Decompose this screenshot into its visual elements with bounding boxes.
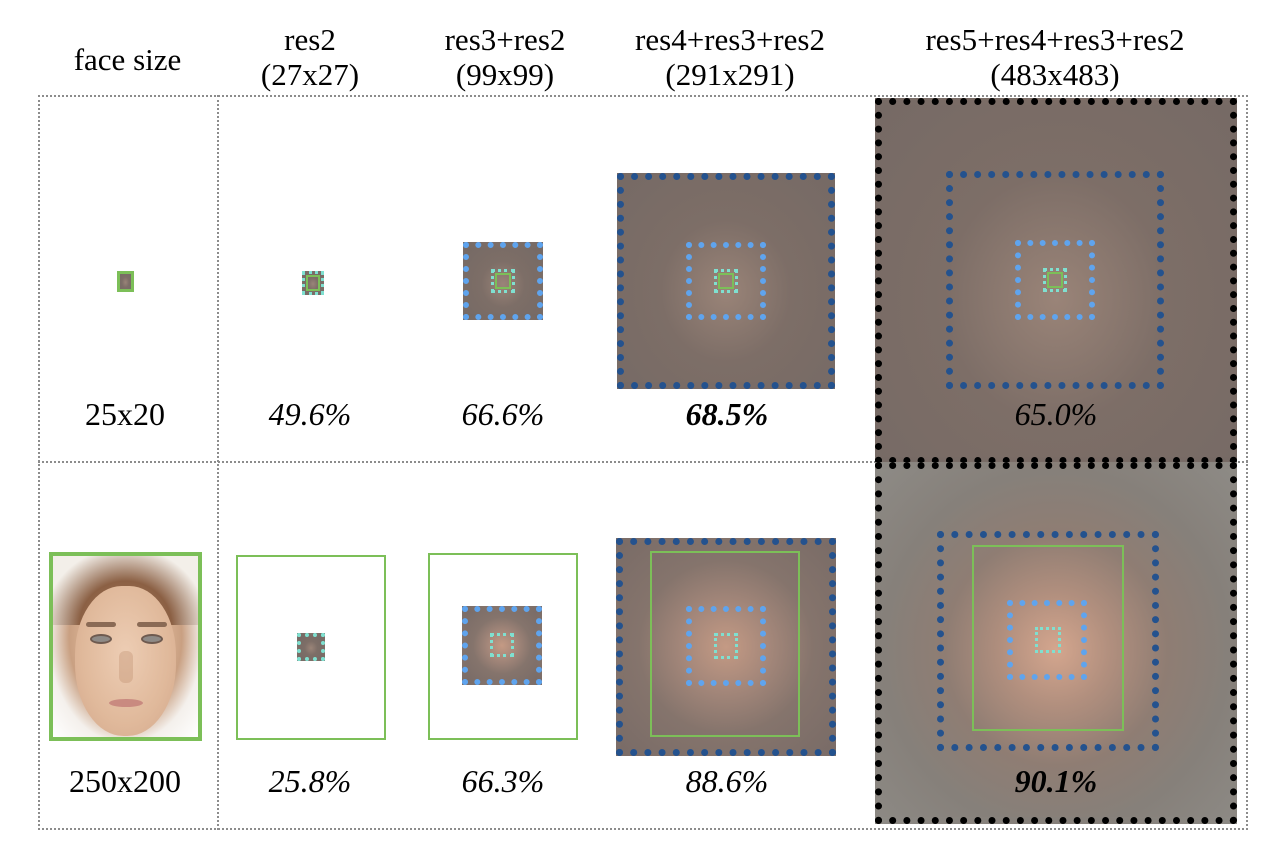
row1-res5-accuracy: 65.0% <box>1014 396 1098 432</box>
tiny-face-image <box>117 271 134 292</box>
face-image <box>49 552 202 741</box>
res2-receptive-field <box>490 633 514 657</box>
row1-face-size-label: 25x20 <box>85 396 165 432</box>
face-box <box>1047 272 1063 288</box>
header-res2-name: res2 <box>284 22 336 57</box>
res5-receptive-field <box>875 462 1237 824</box>
left-eyebrow <box>86 622 116 627</box>
res2-receptive-field <box>297 633 325 661</box>
row2-res2-accuracy: 25.8% <box>268 763 352 799</box>
row1-res3-accuracy: 66.6% <box>461 396 545 432</box>
grid-column-divider <box>217 95 219 830</box>
row2-res5-accuracy: 90.1% <box>1014 763 1098 799</box>
res4-receptive-field <box>946 171 1164 389</box>
row2-face-size-label: 250x200 <box>69 763 181 799</box>
res3-receptive-field <box>686 242 766 320</box>
res3-receptive-field <box>686 606 766 686</box>
row2-res4-accuracy: 88.6% <box>685 763 769 799</box>
header-res4-size: (291x291) <box>665 57 795 92</box>
header-res4-name: res4+res3+res2 <box>635 22 825 57</box>
face-box <box>428 553 578 740</box>
mouth <box>109 699 143 707</box>
header-res5: res5+res4+res3+res2 (483x483) <box>870 22 1240 92</box>
header-res5-size: (483x483) <box>990 57 1120 92</box>
header-res5-name: res5+res4+res3+res2 <box>925 22 1185 57</box>
face-box <box>236 555 386 740</box>
header-res2-size: (27x27) <box>260 57 360 92</box>
face-skin <box>75 586 176 736</box>
nose <box>119 651 133 683</box>
res5-receptive-field <box>875 98 1237 464</box>
row1-res2-accuracy: 49.6% <box>268 396 352 432</box>
res2-receptive-field <box>1035 627 1061 653</box>
row1-res4-accuracy: 68.5% <box>685 396 769 432</box>
left-eye <box>90 634 112 644</box>
face-box <box>495 273 511 289</box>
res2-receptive-field <box>714 269 738 293</box>
res3-receptive-field <box>462 606 542 685</box>
right-eye <box>141 634 163 644</box>
header-res4: res4+res3+res2 (291x291) <box>595 22 865 92</box>
header-res3-size: (99x99) <box>455 57 555 92</box>
res2-receptive-field <box>1043 268 1067 292</box>
right-eyebrow <box>137 622 167 627</box>
face-box <box>650 551 800 737</box>
res3-receptive-field <box>463 242 543 320</box>
header-face-size: face size <box>73 42 182 77</box>
res3-receptive-field <box>1007 600 1087 680</box>
header-res2: res2 (27x27) <box>215 22 405 92</box>
row2-res3-accuracy: 66.3% <box>461 763 545 799</box>
grid-row-divider <box>38 461 1248 463</box>
res2-receptive-field <box>714 633 738 659</box>
face-box <box>306 275 320 291</box>
face-box <box>718 273 734 289</box>
res4-receptive-field <box>937 531 1159 751</box>
res3-receptive-field <box>1015 240 1095 320</box>
res4-receptive-field <box>617 173 835 389</box>
res2-receptive-field <box>491 269 515 293</box>
header-res3-name: res3+res2 <box>444 22 566 57</box>
header-res3: res3+res2 (99x99) <box>405 22 605 92</box>
face-box <box>972 545 1124 731</box>
